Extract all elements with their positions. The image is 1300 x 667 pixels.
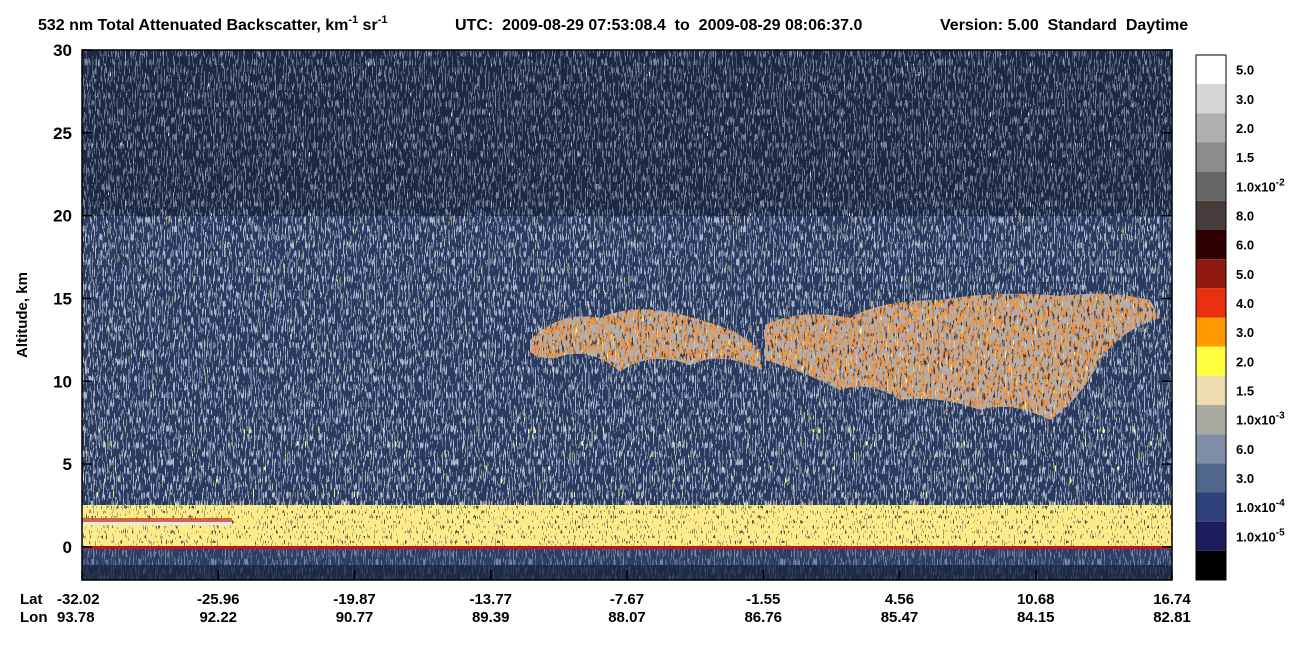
x-row-name: Lat	[20, 591, 43, 608]
colorbar-frame	[1195, 54, 1227, 581]
colorbar-swatch	[1196, 434, 1226, 464]
colorbar-label-exponent: -4	[1276, 498, 1285, 509]
y-tick-label: 10	[53, 372, 72, 391]
x-tick-label: -13.77	[469, 591, 512, 608]
colorbar-label: 5.0	[1236, 63, 1254, 78]
colorbar-swatch	[1196, 375, 1226, 405]
colorbar-swatch	[1196, 142, 1226, 172]
title-superscript: -1	[378, 14, 388, 26]
x-tick-label: 10.68	[1017, 591, 1055, 608]
colorbar-label: 1.5	[1236, 383, 1254, 398]
colorbar-label: 3.0	[1236, 471, 1254, 486]
x-tick-label: -7.67	[610, 591, 644, 608]
x-tick-label: 85.47	[881, 609, 919, 626]
colorbar-label-mantissa: 1.0x10	[1236, 179, 1276, 194]
colorbar-swatch	[1196, 84, 1226, 114]
x-tick-label: 84.15	[1017, 609, 1055, 626]
colorbar-swatch	[1196, 346, 1226, 376]
y-tick-label: 0	[63, 538, 72, 557]
x-tick-label: 93.78	[57, 609, 95, 626]
colorbar-swatch	[1196, 463, 1226, 493]
colorbar-label: 3.0	[1236, 325, 1254, 340]
colorbar-label: 1.5	[1236, 150, 1254, 165]
colorbar-label: 1.0x10-5	[1236, 527, 1285, 544]
colorbar-label-exponent: -3	[1276, 411, 1285, 422]
colorbar-swatch	[1196, 288, 1226, 318]
x-tick-label: 88.07	[608, 609, 646, 626]
colorbar-swatch	[1196, 113, 1226, 143]
x-tick-label: -19.87	[333, 591, 376, 608]
colorbar-swatch	[1196, 492, 1226, 522]
y-axis-label: Altitude, km	[14, 272, 31, 358]
x-tick-label: 4.56	[885, 591, 914, 608]
colorbar-label: 6.0	[1236, 238, 1254, 253]
colorbar-swatch	[1196, 230, 1226, 260]
colorbar-label-exponent: -2	[1276, 177, 1285, 188]
x-tick-label: -25.96	[197, 591, 240, 608]
colorbar-label: 2.0	[1236, 354, 1254, 369]
colorbar-label: 1.0x10-2	[1236, 177, 1285, 194]
colorbar-label: 3.0	[1236, 92, 1254, 107]
x-tick-label: 86.76	[744, 609, 782, 626]
title-superscript: -1	[348, 14, 358, 26]
title-text: sr	[358, 17, 378, 34]
x-row-name: Lon	[20, 609, 48, 626]
colorbar-swatch	[1196, 171, 1226, 201]
x-tick-label: 16.74	[1153, 591, 1191, 608]
x-tick-label: 90.77	[336, 609, 374, 626]
y-tick-label: 15	[53, 289, 72, 308]
backscatter-image	[82, 50, 1172, 580]
colorbar-swatch	[1196, 55, 1226, 85]
colorbar-label: 5.0	[1236, 267, 1254, 282]
y-tick-label: 30	[53, 41, 72, 60]
x-tick-label: 92.22	[199, 609, 237, 626]
x-tick-label: 89.39	[472, 609, 510, 626]
version: Version: 5.00 Standard Daytime	[940, 17, 1188, 34]
colorbar-swatch	[1196, 521, 1226, 551]
y-tick-label: 5	[63, 455, 72, 474]
x-tick-label: 82.81	[1153, 609, 1191, 626]
colorbar-swatch	[1196, 550, 1226, 580]
colorbar-swatch	[1196, 405, 1226, 435]
colorbar-label: 1.0x10-4	[1236, 498, 1285, 515]
colorbar-label: 6.0	[1236, 442, 1254, 457]
colorbar-swatch	[1196, 259, 1226, 289]
time-range: UTC: 2009-08-29 07:53:08.4 to 2009-08-29…	[455, 17, 862, 34]
chart-title: 532 nm Total Attenuated Backscatter, km-…	[38, 14, 387, 34]
colorbar-label: 4.0	[1236, 296, 1254, 311]
colorbar-label-mantissa: 1.0x10	[1236, 500, 1276, 515]
colorbar-label: 8.0	[1236, 208, 1254, 223]
colorbar-label: 2.0	[1236, 121, 1254, 136]
colorbar-label-mantissa: 1.0x10	[1236, 413, 1276, 428]
colorbar-label: 1.0x10-3	[1236, 411, 1285, 428]
colorbar-label-exponent: -5	[1276, 527, 1285, 538]
x-tick-label: -1.55	[746, 591, 780, 608]
colorbar-swatch	[1196, 200, 1226, 230]
colorbar-swatch	[1196, 317, 1226, 347]
colorbar-label-mantissa: 1.0x10	[1236, 529, 1276, 544]
x-tick-label: -32.02	[57, 591, 100, 608]
y-tick-label: 25	[53, 124, 72, 143]
y-tick-label: 20	[53, 207, 72, 226]
title-text: 532 nm Total Attenuated Backscatter, km	[38, 17, 348, 34]
